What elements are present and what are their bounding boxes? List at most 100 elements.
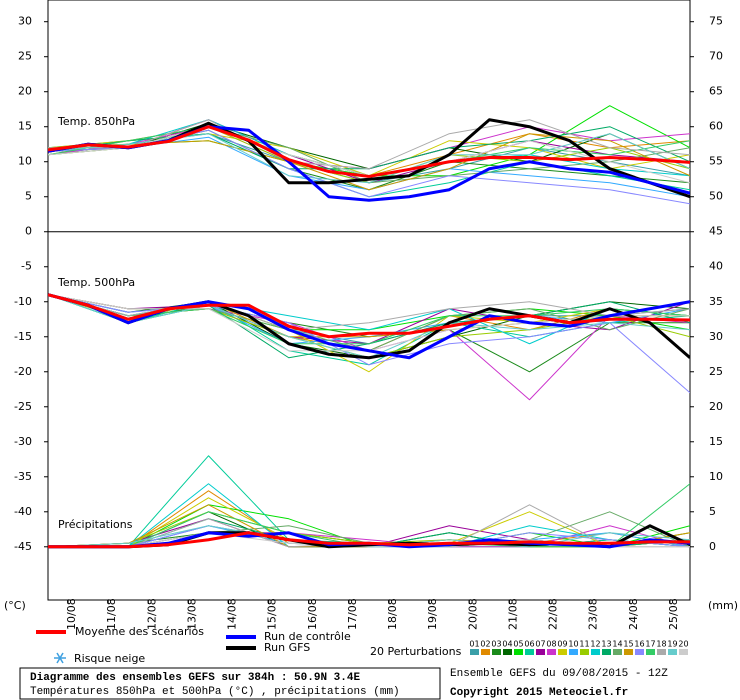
x-tick-label: 12/08 [145,598,158,630]
x-tick-label: 23/08 [587,598,600,630]
perturbation-swatch [591,649,600,655]
y2-tick-label: 0 [709,540,716,553]
y-tick-label: 5 [25,190,32,203]
y2-tick-label: 75 [709,15,723,28]
perturbation-number: 09 [557,640,567,649]
y2-tick-label: 50 [709,190,723,203]
perturbation-swatch [514,649,523,655]
run-line [48,531,690,549]
perturbation-number: 14 [612,640,622,649]
perturbation-number: 20 [678,640,688,649]
y2-tick-label: 60 [709,120,723,133]
perturbation-swatch [481,649,490,655]
x-tick-label: 17/08 [346,598,359,630]
y-tick-label: -15 [14,330,32,343]
perturbation-number: 12 [590,640,600,649]
x-tick-label: 22/08 [547,598,560,630]
y2-tick-label: 30 [709,330,723,343]
x-tick-label: 19/08 [426,598,439,630]
perturbation-number: 07 [535,640,545,649]
perturbation-swatch [613,649,622,655]
y2-tick-label: 5 [709,505,716,518]
perturbation-swatch [525,649,534,655]
perturbation-number: 08 [546,640,556,649]
panel-label: Temp. 500hPa [57,276,135,289]
legend-label: Moyenne des scénarios [75,625,204,638]
chart-title: Diagramme des ensembles GEFS sur 384h : … [30,672,360,684]
y-tick-label: 25 [18,50,32,63]
y-tick-label: -35 [14,470,32,483]
y-tick-label: 10 [18,155,32,168]
x-tick-label: 15/08 [266,598,279,630]
snow-legend-label: Risque neige [74,652,145,665]
plot-frame [47,0,691,601]
y2-tick-label: 20 [709,400,723,413]
legend-label: Run GFS [264,641,310,654]
perturbation-swatch [646,649,655,655]
x-tick-label: 16/08 [306,598,319,630]
perturbation-swatch [668,649,677,655]
run-line [48,125,690,178]
x-tick-label: 10/08 [65,598,78,630]
y2-tick-label: 15 [709,435,723,448]
perturbation-swatch [657,649,666,655]
perturbation-number: 01 [469,640,479,649]
perturbation-number: 03 [491,640,501,649]
perturbation-swatch [492,649,501,655]
perturbation-swatch [470,649,479,655]
x-tick-label: 21/08 [506,598,519,630]
y-tick-label: -25 [14,400,32,413]
perturbation-number: 04 [502,640,512,649]
x-tick-label: 11/08 [105,598,118,630]
panel-label: Précipitations [58,518,133,531]
y2-tick-label: 55 [709,155,723,168]
perturbation-swatch [558,649,567,655]
y-tick-label: -45 [14,540,32,553]
copyright: Copyright 2015 Meteociel.fr [450,687,628,699]
y-tick-label: 30 [18,15,32,28]
y-tick-label: 15 [18,120,32,133]
y-tick-label: -20 [14,365,32,378]
perturbation-swatch [503,649,512,655]
perturbation-number: 18 [656,640,666,649]
perturbation-line [48,119,690,170]
plot-lines [48,105,690,549]
perturbations-label: 20 Perturbations [370,645,462,658]
y2-tick-label: 25 [709,365,723,378]
x-tick-label: 13/08 [185,598,198,630]
perturbation-swatch [569,649,578,655]
perturbation-number: 02 [480,640,490,649]
perturbation-number: 05 [513,640,523,649]
perturbation-number: 15 [623,640,633,649]
x-tick-label: 20/08 [466,598,479,630]
y-tick-label: -40 [14,505,32,518]
perturbation-number: 06 [524,640,534,649]
y-tick-label: 0 [25,225,32,238]
perturbation-swatch [580,649,589,655]
perturbation-number: 11 [579,640,589,649]
x-tick-label: 14/08 [226,598,239,630]
x-tick-label: 25/08 [667,598,680,630]
y2-tick-label: 40 [709,260,723,273]
perturbation-number: 16 [634,640,644,649]
panel-label: Temp. 850hPa [57,115,135,128]
legend-label: Run de contrôle [264,630,351,643]
perturbation-line [48,294,690,394]
run-info: Ensemble GEFS du 09/08/2015 - 12Z [450,668,668,680]
perturbation-number: 17 [645,640,655,649]
perturbation-swatch [602,649,611,655]
title-box [19,667,441,700]
y2-tick-label: 65 [709,85,723,98]
perturbation-swatch [635,649,644,655]
run-line [48,293,690,339]
snow-icon [54,652,66,664]
y-tick-label: -5 [21,260,32,273]
perturbation-number: 13 [601,640,611,649]
chart-subtitle: Températures 850hPa et 500hPa (°C) , pré… [30,686,400,698]
y-axis-unit: (°C) [4,599,26,612]
perturbation-number: 19 [667,640,677,649]
y-tick-label: -30 [14,435,32,448]
y-tick-label: 20 [18,85,32,98]
y2-tick-label: 70 [709,50,723,63]
